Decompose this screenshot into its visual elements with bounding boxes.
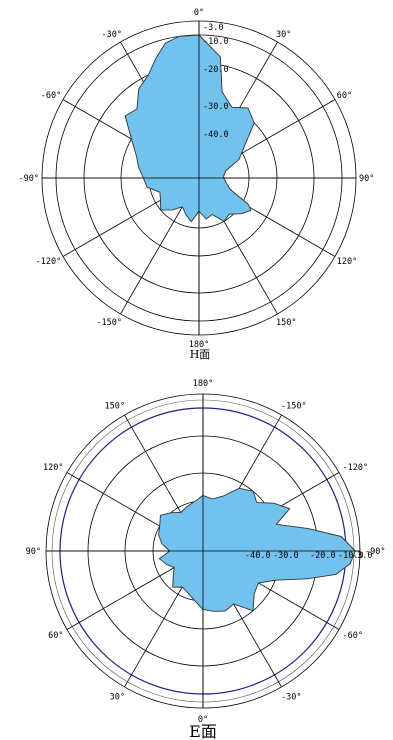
e-plane-caption: E面: [189, 722, 217, 740]
angle-tick-label: 150°: [276, 318, 296, 328]
angle-tick-label: -120°: [342, 463, 368, 473]
angle-tick-label: 180°: [189, 340, 209, 350]
angle-tick-label: 30°: [276, 30, 291, 40]
radial-tick-label: -3.0: [203, 23, 223, 33]
angle-tick-label: 0°: [194, 8, 204, 18]
radial-tick-label: -40.0: [245, 551, 271, 561]
angle-tick-label: 150°: [105, 402, 125, 412]
angle-tick-label: 120°: [337, 257, 357, 267]
angle-tick-label: 90°: [359, 174, 374, 184]
angle-tick-label: 30°: [110, 692, 125, 702]
angle-tick-label: -30°: [281, 692, 301, 702]
radiation-pattern: [124, 34, 255, 223]
angle-tick-label: -60°: [41, 91, 61, 101]
radial-tick-label: -10.0: [203, 37, 229, 47]
angle-tick-label: 0°: [198, 715, 208, 725]
h-plane-polar-chart: -3.0 -10.0 -20.0 -30.0 -40.0 0° 30° 60° 90° 120° 1…: [19, 8, 375, 350]
angle-tick-label: -60°: [342, 631, 362, 641]
radial-tick-label: -3.0: [352, 551, 372, 561]
radial-tick-label: -20.0: [310, 551, 336, 561]
radial-tick-label: -10.0: [338, 551, 364, 561]
angle-tick-label: 180°: [193, 379, 213, 389]
angle-tick-label: -150°: [281, 402, 307, 412]
h-plane-caption: H面: [190, 348, 211, 361]
angle-tick-label: -120°: [36, 257, 62, 267]
angle-tick-label: 60°: [337, 91, 352, 101]
angle-tick-label: 90°: [26, 547, 41, 557]
angle-tick-label: 120°: [43, 463, 63, 473]
radial-tick-label: -40.0: [203, 130, 229, 140]
angle-tick-label: -90°: [19, 174, 39, 184]
e-plane-polar-chart: -3.0-10.0-20.0 -30.0-40.0 -90° -60° -30° 0° 30…: [26, 379, 386, 725]
radial-tick-label: -30.0: [273, 551, 299, 561]
radial-tick-label: -30.0: [203, 102, 229, 112]
angle-tick-label: -150°: [96, 318, 122, 328]
radial-tick-label: -20.0: [203, 65, 229, 75]
angle-tick-label: 60°: [48, 631, 63, 641]
angle-tick-label: -30°: [102, 30, 122, 40]
radiation-pattern: [158, 487, 356, 612]
angle-tick-label: -90°: [365, 547, 385, 557]
